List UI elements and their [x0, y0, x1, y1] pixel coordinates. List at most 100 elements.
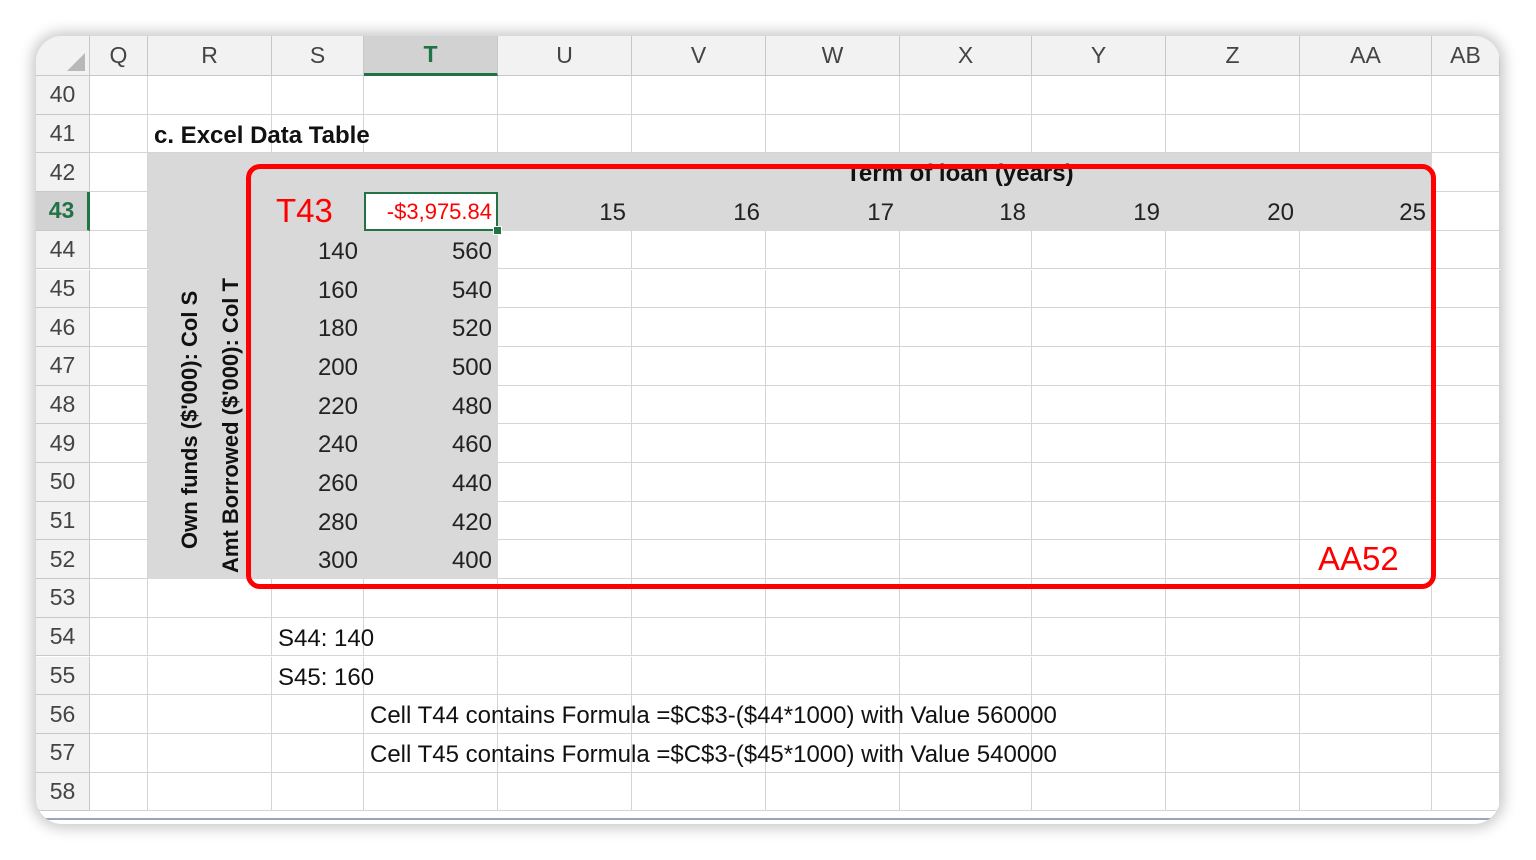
grid-cell[interactable]: [900, 617, 1032, 657]
grid-cell[interactable]: [1166, 617, 1300, 657]
grid-cell[interactable]: [632, 308, 766, 347]
grid-cell[interactable]: [1432, 540, 1500, 580]
grid-cell[interactable]: [1166, 579, 1300, 618]
column-header-q[interactable]: Q: [90, 36, 148, 76]
grid-cell[interactable]: [766, 501, 900, 541]
grid-cell[interactable]: [1032, 385, 1166, 425]
grid-cell[interactable]: [498, 463, 632, 502]
grid-cell[interactable]: [364, 579, 498, 618]
grid-cell[interactable]: [1032, 269, 1166, 309]
grid-cell[interactable]: [900, 579, 1032, 618]
row-header-58[interactable]: 58: [36, 772, 90, 812]
row-header-54[interactable]: 54: [36, 617, 90, 657]
grid-cell[interactable]: [900, 346, 1032, 386]
grid-cell[interactable]: [766, 346, 900, 386]
column-header-z[interactable]: Z: [1166, 36, 1300, 76]
column-header-s[interactable]: S: [272, 36, 364, 76]
grid-cell[interactable]: [90, 230, 148, 270]
grid-cell[interactable]: [498, 230, 632, 270]
grid-cell[interactable]: [1166, 76, 1300, 115]
grid-cell[interactable]: [900, 114, 1032, 154]
grid-cell[interactable]: [1032, 656, 1166, 696]
row-header-52[interactable]: 52: [36, 540, 90, 580]
grid-cell[interactable]: [1432, 733, 1500, 773]
grid-cell[interactable]: [900, 695, 1032, 734]
grid-cell[interactable]: [1300, 269, 1432, 309]
select-all-button[interactable]: [36, 36, 90, 76]
grid-cell[interactable]: [1432, 153, 1500, 193]
grid-cell[interactable]: [632, 733, 766, 773]
grid-cell[interactable]: [90, 540, 148, 580]
grid-cell[interactable]: [1300, 346, 1432, 386]
grid-cell[interactable]: [1432, 424, 1500, 463]
grid-cell[interactable]: [1166, 540, 1300, 580]
grid-cell[interactable]: [498, 308, 632, 347]
grid-cell[interactable]: [1432, 230, 1500, 270]
grid-cell[interactable]: [766, 733, 900, 773]
row-header-57[interactable]: 57: [36, 733, 90, 773]
grid-cell[interactable]: [632, 772, 766, 812]
grid-cell[interactable]: [632, 656, 766, 696]
grid-cell[interactable]: [1166, 733, 1300, 773]
grid-cell[interactable]: [498, 772, 632, 812]
grid-cell[interactable]: [1432, 385, 1500, 425]
grid-cell[interactable]: [766, 579, 900, 618]
grid-cell[interactable]: [498, 424, 632, 463]
row-header-45[interactable]: 45: [36, 269, 90, 309]
grid-cell[interactable]: [1432, 579, 1500, 618]
grid-cell[interactable]: [148, 656, 272, 696]
column-header-t[interactable]: T: [364, 36, 498, 76]
row-header-51[interactable]: 51: [36, 501, 90, 541]
grid-cell[interactable]: [498, 617, 632, 657]
column-header-u[interactable]: U: [498, 36, 632, 76]
grid-cell[interactable]: [632, 501, 766, 541]
grid-cell[interactable]: [364, 114, 498, 154]
grid-cell[interactable]: [498, 501, 632, 541]
grid-cell[interactable]: [1300, 230, 1432, 270]
grid-cell[interactable]: [766, 617, 900, 657]
grid-cell[interactable]: [1166, 269, 1300, 309]
row-header-44[interactable]: 44: [36, 230, 90, 270]
grid-cell[interactable]: [900, 76, 1032, 115]
grid-cell[interactable]: [272, 114, 364, 154]
column-header-ab[interactable]: AB: [1432, 36, 1500, 76]
grid-cell[interactable]: [90, 695, 148, 734]
grid-cell[interactable]: [766, 385, 900, 425]
grid-cell[interactable]: [766, 308, 900, 347]
grid-cell[interactable]: [498, 114, 632, 154]
row-header-43[interactable]: 43: [36, 192, 90, 231]
grid-cell[interactable]: [632, 695, 766, 734]
grid-cell[interactable]: [900, 656, 1032, 696]
column-header-y[interactable]: Y: [1032, 36, 1166, 76]
grid-cell[interactable]: [766, 76, 900, 115]
grid-cell[interactable]: [1032, 772, 1166, 812]
grid-cell[interactable]: [1432, 463, 1500, 502]
grid-cell[interactable]: [1032, 733, 1166, 773]
grid-cell[interactable]: [1166, 772, 1300, 812]
grid-cell[interactable]: [1032, 230, 1166, 270]
grid-cell[interactable]: [148, 76, 272, 115]
grid-cell[interactable]: [632, 463, 766, 502]
grid-cell[interactable]: [632, 385, 766, 425]
grid-cell[interactable]: [272, 617, 364, 657]
column-header-r[interactable]: R: [148, 36, 272, 76]
grid-cell[interactable]: [1166, 424, 1300, 463]
grid-cell[interactable]: [1032, 579, 1166, 618]
grid-cell[interactable]: [364, 772, 498, 812]
grid-cell[interactable]: [1432, 656, 1500, 696]
grid-cell[interactable]: [498, 656, 632, 696]
grid-cell[interactable]: [1032, 540, 1166, 580]
grid-cell[interactable]: [632, 269, 766, 309]
row-header-46[interactable]: 46: [36, 308, 90, 347]
grid-cell[interactable]: [1432, 269, 1500, 309]
grid-cell[interactable]: [632, 617, 766, 657]
grid-cell[interactable]: [498, 346, 632, 386]
grid-cell[interactable]: [364, 656, 498, 696]
column-header-x[interactable]: X: [900, 36, 1032, 76]
grid-cell[interactable]: [498, 733, 632, 773]
grid-cell[interactable]: [900, 501, 1032, 541]
grid-cell[interactable]: [90, 308, 148, 347]
grid-cell[interactable]: [1300, 540, 1432, 580]
grid-cell[interactable]: [766, 540, 900, 580]
grid-cell[interactable]: [498, 540, 632, 580]
